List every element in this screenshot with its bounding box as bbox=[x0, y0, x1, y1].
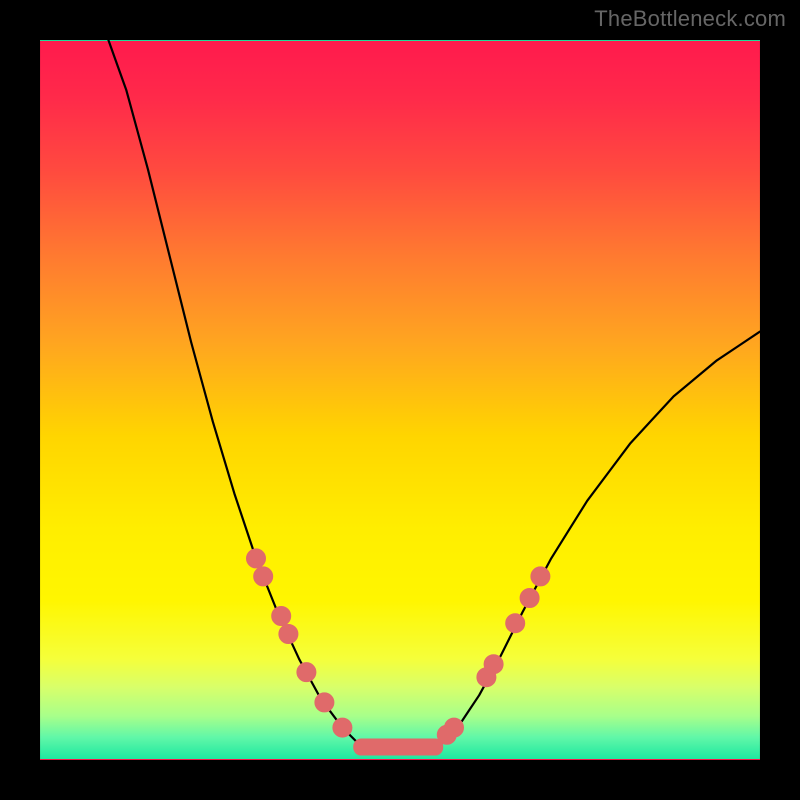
data-point-marker bbox=[506, 614, 525, 633]
data-point-marker bbox=[333, 718, 352, 737]
data-point-marker bbox=[531, 567, 550, 586]
data-point-marker bbox=[272, 607, 291, 626]
chart-svg-layer bbox=[0, 0, 800, 800]
data-point-marker bbox=[445, 718, 464, 737]
data-point-marker bbox=[247, 549, 266, 568]
flat-segment-marker bbox=[353, 739, 443, 756]
data-point-marker bbox=[254, 567, 273, 586]
data-point-marker bbox=[484, 655, 503, 674]
data-point-marker bbox=[279, 625, 298, 644]
data-point-marker bbox=[520, 589, 539, 608]
v-curve bbox=[108, 40, 760, 749]
watermark-text: TheBottleneck.com bbox=[594, 6, 786, 32]
data-point-marker bbox=[315, 693, 334, 712]
data-point-marker bbox=[297, 663, 316, 682]
